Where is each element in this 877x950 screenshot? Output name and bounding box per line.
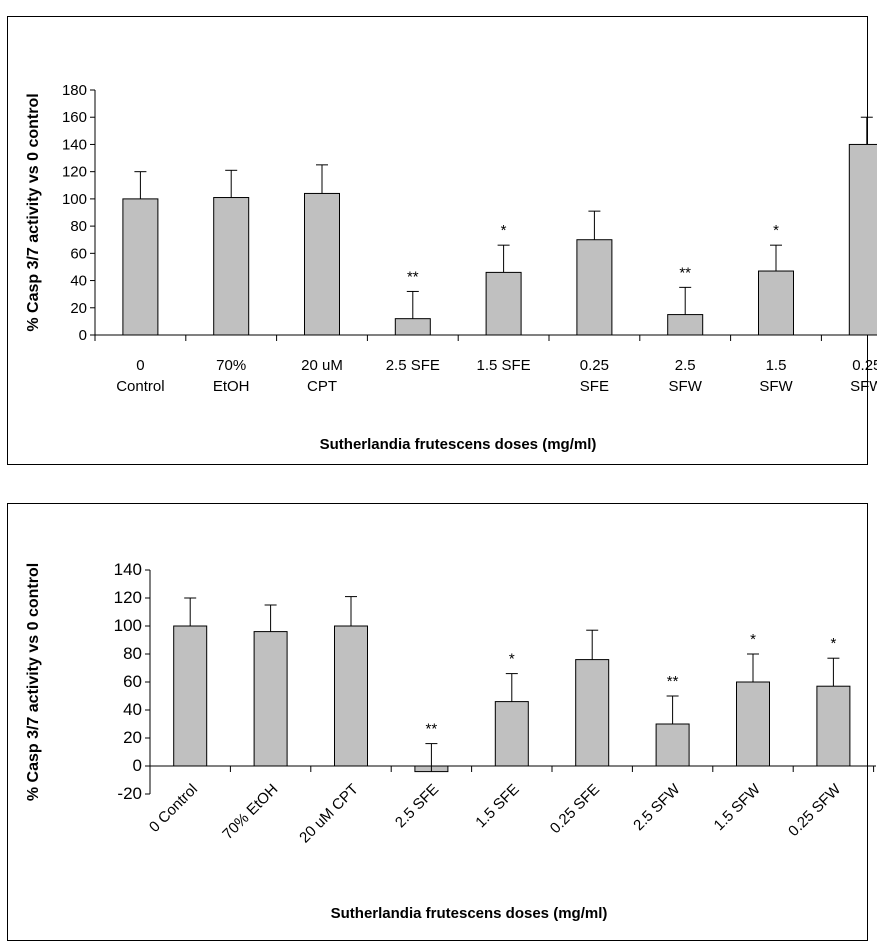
significance-label: ** [407, 268, 419, 285]
bar [576, 239, 613, 336]
y-tick-label: 40 [123, 700, 142, 719]
y-axis-title: % Casp 3/7 activity vs 0 control [25, 563, 42, 801]
x-axis-title: Sutherlandia frutescens doses (mg/ml) [320, 436, 597, 453]
significance-label: * [773, 222, 779, 239]
x-tick-label: SFW [850, 378, 877, 395]
y-axis-title: % Casp 3/7 activity vs 0 control [25, 93, 42, 331]
significance-label: * [509, 651, 515, 668]
bar [736, 681, 770, 767]
significance-label: * [501, 222, 507, 239]
bar [213, 197, 250, 336]
bar [667, 314, 704, 336]
bar [494, 701, 529, 767]
x-tick-label: CPT [307, 378, 337, 395]
y-tick-label: 80 [70, 218, 87, 235]
y-tick-label: 140 [114, 560, 142, 579]
bar [485, 271, 522, 336]
chart-top: 0 20 40 60 80 100 120 140 160 180 0 Control 70% EtOH 2… [25, 82, 877, 453]
bar [655, 723, 690, 767]
y-tick-label: 180 [62, 82, 87, 99]
bar [304, 192, 340, 336]
y-tick-label: 100 [62, 191, 87, 208]
x-tick-label: 0 [136, 357, 144, 374]
bar [394, 318, 431, 336]
y-tick-label: 60 [123, 672, 142, 691]
x-tick-label: 1.5 SFE [476, 357, 530, 374]
bar [173, 625, 208, 767]
x-tick-label: 0.25 [580, 357, 609, 374]
bar [758, 270, 794, 336]
x-tick-label: SFW [669, 378, 703, 395]
x-tick-label: 0.25 [852, 357, 877, 374]
y-tick-label: 120 [62, 164, 87, 181]
x-tick-label: Control [116, 378, 164, 395]
significance-label: * [830, 635, 836, 652]
y-tick-label: 0 [133, 756, 142, 775]
x-tick-label: SFE [580, 378, 609, 395]
chart-frame [7, 503, 868, 941]
x-tick-label: 1.5 [766, 357, 787, 374]
y-tick-label: 20 [70, 300, 87, 317]
x-tick-label: 2.5 SFE [386, 357, 440, 374]
y-tick-label: 140 [62, 136, 87, 153]
y-tick-label: 40 [70, 273, 87, 290]
y-tick-label: 160 [62, 109, 87, 126]
y-tick-label: 60 [70, 245, 87, 262]
y-tick-label: 100 [114, 616, 142, 635]
bar [253, 631, 288, 767]
x-axis-title: Sutherlandia frutescens doses (mg/ml) [331, 905, 608, 922]
x-tick-label: EtOH [213, 378, 250, 395]
y-tick-label: 80 [123, 644, 142, 663]
bar [848, 143, 877, 336]
x-tick-label: 20 uM [301, 357, 343, 374]
x-tick-label: 2.5 [675, 357, 696, 374]
significance-label: ** [426, 721, 438, 738]
x-tick-label: SFW [759, 378, 793, 395]
y-tick-label: 20 [123, 728, 142, 747]
bar [334, 625, 368, 767]
x-tick-label: 70% [216, 357, 246, 374]
significance-label: ** [667, 673, 679, 690]
bar [575, 659, 610, 767]
y-tick-label: -20 [117, 784, 142, 803]
y-tick-label: 120 [114, 588, 142, 607]
bar [122, 198, 159, 336]
significance-label: ** [679, 264, 691, 281]
y-tick-label: 0 [79, 327, 87, 344]
significance-label: * [750, 631, 756, 648]
bar [816, 685, 851, 767]
